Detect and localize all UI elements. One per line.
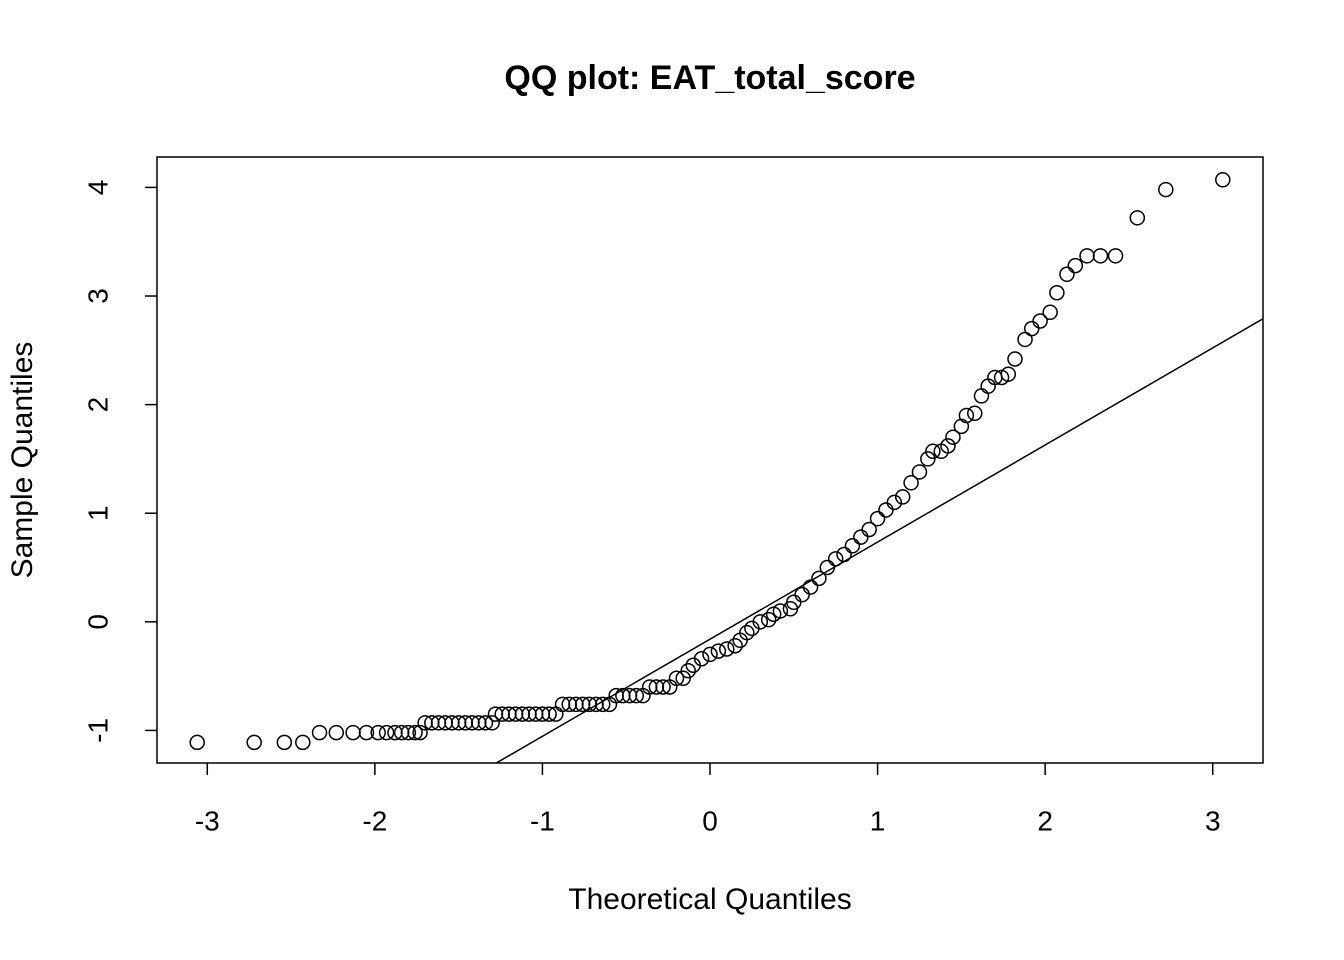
point — [378, 724, 395, 741]
y-axis-title: Sample Quantiles — [6, 342, 39, 579]
point — [727, 637, 743, 654]
point — [958, 407, 975, 424]
point — [1158, 181, 1174, 198]
point — [772, 603, 789, 619]
point — [345, 724, 361, 741]
plot-frame — [156, 156, 1264, 764]
point — [668, 670, 685, 687]
point — [819, 559, 836, 576]
point — [311, 724, 328, 741]
point — [827, 551, 844, 567]
point — [710, 643, 727, 659]
point — [1007, 351, 1023, 367]
y-tick-label: 0 — [82, 614, 113, 630]
point — [869, 510, 886, 527]
point — [719, 641, 735, 657]
plot-area — [189, 172, 1263, 763]
x-axis-title: Theoretical Quantiles — [568, 883, 851, 916]
point — [655, 679, 671, 695]
point — [886, 494, 903, 511]
point — [628, 687, 645, 704]
point — [802, 579, 819, 595]
point — [675, 670, 691, 687]
point — [1067, 257, 1084, 274]
x-tick-label: -1 — [530, 805, 555, 836]
point — [739, 624, 755, 641]
point — [811, 570, 827, 587]
point — [945, 429, 961, 445]
point — [1079, 248, 1095, 264]
point — [903, 475, 919, 491]
point — [911, 464, 928, 480]
point — [925, 443, 941, 460]
point — [1092, 248, 1109, 264]
point — [276, 734, 293, 751]
x-tick-label: -2 — [362, 805, 387, 836]
x-tick-label: 2 — [1037, 805, 1053, 836]
point — [412, 724, 428, 741]
point — [295, 734, 311, 751]
point — [1129, 210, 1146, 226]
point — [1059, 266, 1075, 283]
point — [358, 724, 375, 741]
point — [940, 438, 956, 454]
point — [477, 715, 494, 731]
point — [484, 715, 500, 731]
point — [400, 724, 417, 741]
point — [246, 734, 262, 751]
y-tick-label: -1 — [82, 718, 113, 743]
point — [836, 546, 852, 563]
y-tick-label: 4 — [82, 180, 113, 196]
point — [878, 502, 894, 518]
x-tick-label: 1 — [870, 805, 886, 836]
x-tick-label: -3 — [195, 805, 220, 836]
point — [1042, 304, 1058, 321]
point — [794, 586, 810, 603]
point — [973, 388, 990, 404]
point — [953, 418, 970, 435]
point — [1032, 313, 1048, 329]
y-tick-label: 1 — [82, 505, 113, 521]
point — [853, 529, 869, 545]
x-tick-label: 3 — [1205, 805, 1221, 836]
point — [1017, 331, 1033, 348]
y-tick-label: 2 — [82, 397, 113, 413]
x-tick-label: 0 — [702, 805, 718, 836]
y-tick-label: 3 — [82, 288, 113, 304]
point — [541, 706, 557, 722]
reference-line — [494, 318, 1263, 763]
point — [407, 724, 423, 741]
point — [595, 696, 611, 713]
point — [328, 724, 345, 741]
chart-title: QQ plot: EAT_total_score — [504, 59, 915, 97]
point — [844, 538, 861, 554]
point — [894, 489, 911, 505]
point — [370, 724, 386, 741]
point — [1107, 248, 1124, 264]
point — [680, 662, 696, 679]
point — [967, 405, 983, 422]
point — [920, 451, 936, 467]
point — [1049, 285, 1065, 301]
point — [702, 646, 718, 663]
point — [1023, 320, 1040, 337]
point — [693, 650, 710, 667]
point — [861, 521, 877, 538]
point — [189, 734, 205, 751]
point — [1215, 172, 1231, 188]
point — [1000, 366, 1017, 382]
point — [760, 611, 777, 628]
point — [752, 614, 769, 630]
